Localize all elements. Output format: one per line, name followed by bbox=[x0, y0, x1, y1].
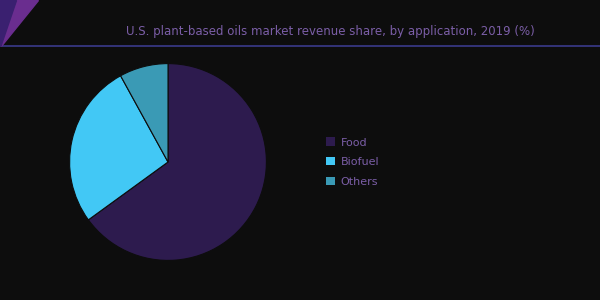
Text: U.S. plant-based oils market revenue share, by application, 2019 (%): U.S. plant-based oils market revenue sha… bbox=[125, 25, 535, 38]
Polygon shape bbox=[0, 0, 16, 46]
Wedge shape bbox=[70, 76, 168, 220]
Wedge shape bbox=[88, 64, 266, 260]
Polygon shape bbox=[0, 0, 38, 46]
Legend: Food, Biofuel, Others: Food, Biofuel, Others bbox=[326, 137, 379, 187]
Wedge shape bbox=[121, 64, 168, 162]
